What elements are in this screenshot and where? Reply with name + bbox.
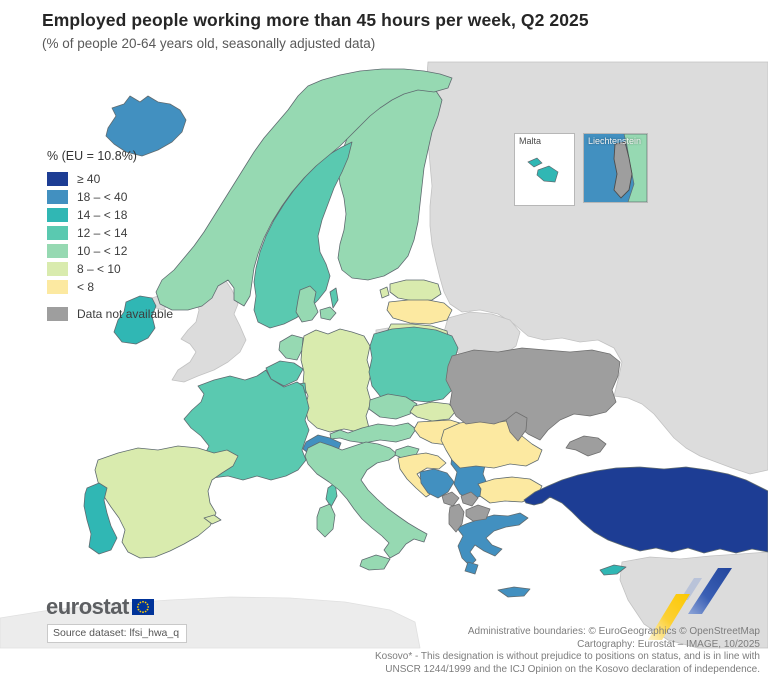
attribution-line: UNSCR 1244/1999 and the ICJ Opinion on t…	[385, 663, 760, 675]
country-cyprus	[599, 564, 627, 576]
legend-item: 18 – < 40	[47, 188, 173, 206]
island-gozo	[527, 157, 543, 168]
legend: % (EU = 10.8%) ≥ 40 18 – < 40 14 – < 18 12 …	[47, 149, 173, 323]
inset-liechtenstein-map	[584, 134, 647, 202]
country-sweden	[253, 141, 353, 329]
legend-item: 12 – < 14	[47, 224, 173, 242]
country-denmark	[295, 285, 319, 323]
country-spain	[94, 445, 239, 559]
legend-label: 14 – < 18	[77, 208, 128, 222]
legend-item: 10 – < 12	[47, 242, 173, 260]
eurostat-logo: eurostat	[46, 594, 154, 620]
legend-item: < 8	[47, 278, 173, 296]
island-balearics	[203, 514, 222, 525]
country-russia	[425, 61, 768, 475]
island-peloponnese	[464, 561, 479, 575]
country-czechia	[368, 393, 418, 420]
inset-liechtenstein: Liechtenstein	[583, 133, 648, 203]
legend-swatch	[47, 208, 68, 222]
island-saaremaa	[379, 286, 390, 299]
country-moldova	[505, 411, 528, 442]
country-iceland	[105, 95, 187, 157]
island-sardinia	[316, 503, 336, 538]
legend-label: 10 – < 12	[77, 244, 128, 258]
page-subtitle: (% of people 20-64 years old, seasonally…	[42, 36, 376, 51]
attribution-block: Administrative boundaries: © EuroGeograp…	[200, 626, 760, 675]
legend-swatch	[47, 244, 68, 258]
country-ireland	[113, 295, 157, 345]
legend-list: ≥ 40 18 – < 40 14 – < 18 12 – < 14 10 – < 12…	[47, 170, 173, 323]
country-north-macedonia	[465, 504, 491, 522]
country-latvia	[386, 299, 453, 325]
legend-label: 8 – < 10	[77, 262, 121, 276]
eu-flag-stars	[136, 600, 149, 614]
legend-swatch	[47, 172, 68, 186]
country-liechtenstein	[613, 141, 633, 199]
island-sicily	[359, 554, 391, 571]
country-ukraine	[445, 347, 621, 441]
country-albania	[448, 503, 465, 533]
country-poland	[368, 326, 459, 403]
island-crete	[497, 586, 531, 598]
header: Employed people working more than 45 hou…	[42, 10, 702, 51]
country-kosovo	[460, 491, 479, 507]
legend-swatch	[47, 262, 68, 276]
peninsula-crimea	[565, 435, 607, 457]
attribution-line: Cartography: Eurostat – IMAGE, 10/2025	[577, 638, 760, 650]
country-bosnia	[419, 468, 455, 499]
legend-title: % (EU = 10.8%)	[47, 149, 137, 163]
legend-swatch	[47, 226, 68, 240]
country-estonia	[389, 279, 442, 302]
attribution-line: Kosovo* - This designation is without pr…	[374, 651, 760, 662]
page-title: Employed people working more than 45 hou…	[42, 10, 589, 30]
source-dataset-box: Source dataset: lfsi_hwa_q	[47, 624, 188, 643]
country-germany	[300, 328, 372, 433]
country-portugal	[83, 482, 118, 555]
no-data-countries	[441, 347, 621, 533]
country-turkey	[523, 466, 768, 554]
non-data-landmass	[0, 61, 768, 649]
legend-item: 14 – < 18	[47, 206, 173, 224]
inset-malta-label: Malta	[519, 136, 542, 146]
eu-flag-icon	[131, 599, 154, 615]
legend-label: ≥ 40	[77, 172, 101, 186]
legend-swatch	[47, 280, 68, 294]
inset-liechtenstein-label: Liechtenstein	[588, 136, 642, 146]
country-netherlands	[278, 334, 304, 361]
legend-item: ≥ 40	[47, 170, 173, 188]
eu-flag-field	[131, 599, 154, 615]
country-montenegro	[441, 491, 460, 507]
island-gotland	[329, 287, 339, 309]
island-malta	[536, 165, 559, 183]
landmass-middle-east	[619, 551, 768, 649]
country-italy	[304, 441, 428, 559]
country-austria	[329, 422, 417, 444]
eurostat-logo-text: eurostat	[46, 594, 129, 619]
legend-label: < 8	[77, 280, 95, 294]
ribbon-blue	[688, 568, 732, 614]
legend-swatch	[47, 307, 68, 321]
corner-ribbons	[648, 568, 732, 640]
country-norway	[155, 68, 453, 311]
attribution-line: Administrative boundaries: © EuroGeograp…	[467, 626, 760, 637]
inset-malta-map	[527, 157, 559, 183]
country-croatia	[397, 452, 447, 498]
inset-malta: Malta	[514, 133, 575, 206]
legend-swatch	[47, 190, 68, 204]
legend-item: 8 – < 10	[47, 260, 173, 278]
country-slovakia	[409, 401, 457, 422]
island-zealand	[319, 306, 337, 321]
country-greece	[456, 512, 529, 567]
ribbon-yellow	[648, 594, 690, 640]
legend-label: Data not available	[77, 307, 174, 321]
inset-austria-area	[623, 134, 647, 202]
legend-label: 18 – < 40	[77, 190, 128, 204]
legend-item: Data not available	[47, 305, 173, 323]
legend-label: 12 – < 14	[77, 226, 128, 240]
data-countries	[83, 68, 768, 598]
